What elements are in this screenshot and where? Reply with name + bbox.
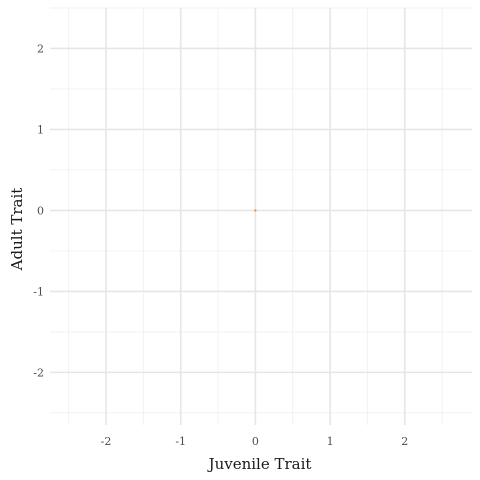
x-tick-label: -2 <box>101 435 112 448</box>
x-tick-label: 1 <box>327 435 334 448</box>
grid-layer <box>50 7 472 425</box>
y-tick-label: -1 <box>33 285 44 298</box>
x-tick-label: 0 <box>252 435 259 448</box>
x-axis-title: Juvenile Trait <box>207 455 312 473</box>
y-tick-label: 1 <box>37 123 44 136</box>
x-tick-label: -1 <box>175 435 186 448</box>
data-point <box>254 209 257 212</box>
points-layer <box>254 209 257 212</box>
x-tick-label: 2 <box>401 435 408 448</box>
y-tick-label: 2 <box>37 42 44 55</box>
y-tick-label: -2 <box>33 366 44 379</box>
tick-labels: -2 -1 0 1 2 -2 -1 0 1 2 <box>33 42 408 448</box>
y-tick-label: 0 <box>37 204 44 217</box>
y-axis-title: Adult Trait <box>8 188 26 272</box>
